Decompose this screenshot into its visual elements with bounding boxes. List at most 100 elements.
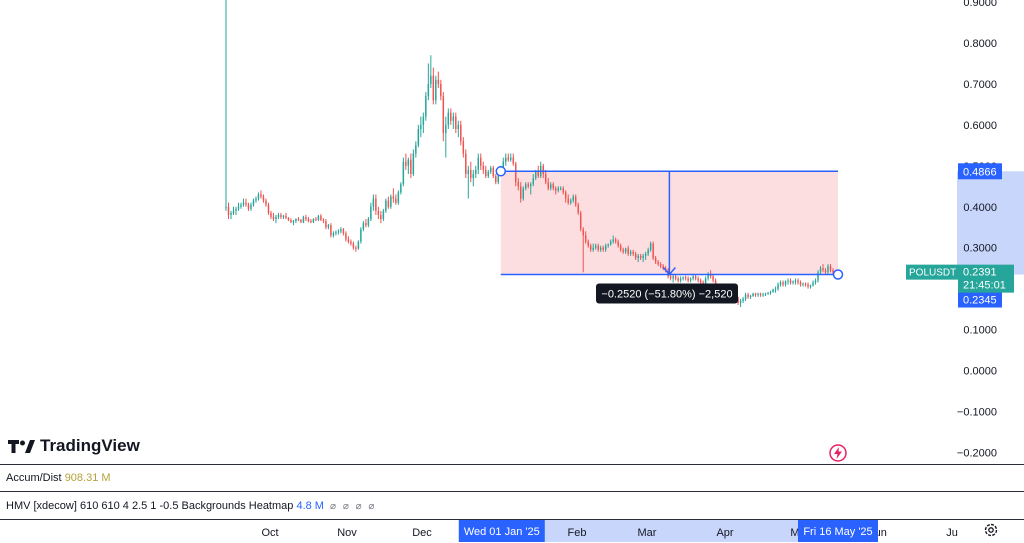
hidden-plot-icons[interactable]: ⌀ ⌀ ⌀ ⌀ <box>330 501 377 512</box>
candle-body <box>430 75 432 84</box>
candle-body <box>242 202 245 205</box>
candle-body <box>400 184 402 193</box>
candle-body <box>764 293 767 295</box>
candle-body <box>754 293 757 295</box>
time-tick-label: Mar <box>638 527 657 539</box>
time-tick-label: M <box>790 527 799 539</box>
symbol-tag-bg[interactable] <box>906 264 958 280</box>
candle-body <box>282 215 285 217</box>
candle-body <box>654 257 657 263</box>
candle-body <box>742 298 744 301</box>
hmv-legend[interactable]: HMV [xdecow] 610 610 4 2.5 1 -0.5 Backgr… <box>6 500 376 512</box>
candle-body <box>462 141 465 154</box>
candle-body <box>822 268 824 271</box>
candle-body <box>547 182 549 189</box>
candle-body <box>270 212 272 217</box>
candle-body <box>287 218 290 220</box>
accum-dist-legend[interactable]: Accum/Dist 908.31 M <box>6 472 111 484</box>
price-tick-label: −0.2000 <box>957 447 997 459</box>
measure-readout-box <box>596 283 738 304</box>
candle-body <box>669 276 672 279</box>
price-axis-range-highlight <box>957 171 1024 275</box>
candle-body <box>327 225 330 228</box>
candle-body <box>255 198 257 201</box>
candle-body <box>380 214 382 220</box>
candle-body <box>330 225 332 236</box>
time-range-end-label: Fri 16 May '25 <box>803 526 872 538</box>
candle-body <box>652 243 654 258</box>
price-tick-label: −0.1000 <box>957 407 997 419</box>
candle-body <box>505 157 507 162</box>
pane-divider-1[interactable] <box>0 464 1024 465</box>
candle-body <box>537 171 539 177</box>
price-tick-label: 0.1000 <box>963 325 997 337</box>
candle-body <box>684 277 687 279</box>
flash-icon[interactable] <box>829 444 847 462</box>
candle-body <box>562 188 564 193</box>
candle-body <box>624 248 627 252</box>
candle-body <box>812 282 814 286</box>
price-tick-label: 0.3000 <box>963 243 997 255</box>
measure-start-handle[interactable] <box>495 166 507 177</box>
candle-body <box>490 167 492 172</box>
candle-body <box>457 124 460 129</box>
candle-body <box>649 243 652 250</box>
tradingview-logo[interactable]: TradingView <box>8 436 140 456</box>
candle-body <box>687 278 689 281</box>
candle-body <box>355 247 357 249</box>
candle-body <box>544 173 547 183</box>
candle-body <box>390 196 392 207</box>
candle-body <box>275 216 277 220</box>
candle-body <box>612 239 614 242</box>
candle-body <box>762 294 764 296</box>
candle-body <box>412 153 415 174</box>
candle-body <box>804 283 807 285</box>
time-tick-label: Ju <box>946 527 958 539</box>
tradingview-logo-icon <box>8 440 35 453</box>
candle-body <box>382 210 385 220</box>
candle-body <box>797 280 799 283</box>
candle-body <box>787 280 789 282</box>
candle-body <box>515 163 517 183</box>
candle-body <box>335 232 337 234</box>
candle-body <box>799 282 802 285</box>
measure-end-handle[interactable] <box>832 269 844 280</box>
candle-body <box>420 124 422 129</box>
tradingview-logo-text: TradingView <box>40 436 140 455</box>
candle-body <box>712 276 714 281</box>
candle-body <box>824 270 827 273</box>
candle-body <box>569 200 572 203</box>
candle-body <box>340 229 342 232</box>
candle-body <box>385 200 387 211</box>
candle-body <box>704 278 707 285</box>
settings-gear-icon[interactable] <box>983 522 999 538</box>
candle-body <box>267 204 270 213</box>
candle-body <box>467 169 470 174</box>
candle-body <box>427 83 430 97</box>
time-tick-label: Oct <box>261 527 278 539</box>
candle-body <box>225 206 227 208</box>
pane-divider-2[interactable] <box>0 491 1024 492</box>
candle-body <box>794 280 797 282</box>
candle-body <box>252 200 255 205</box>
grid-layer <box>500 520 838 542</box>
measure-overlay: −0.2520 (−51.80%) −2,520 <box>495 166 844 304</box>
candle-body <box>699 280 702 283</box>
candle-body <box>425 96 427 117</box>
candle-body <box>370 206 372 220</box>
candle-body <box>280 214 282 217</box>
candle-body <box>629 251 632 254</box>
candle-body <box>410 159 412 174</box>
candle-body <box>657 262 659 265</box>
candle-body <box>295 219 297 222</box>
candle-body <box>777 284 779 289</box>
candle-body <box>619 245 622 250</box>
candle-body <box>644 253 647 256</box>
time-axis-range-highlight <box>500 520 838 542</box>
candle-body <box>405 161 407 166</box>
candle-body <box>819 268 822 273</box>
candle-body <box>552 184 554 189</box>
time-tick-label: Apr <box>716 527 733 539</box>
